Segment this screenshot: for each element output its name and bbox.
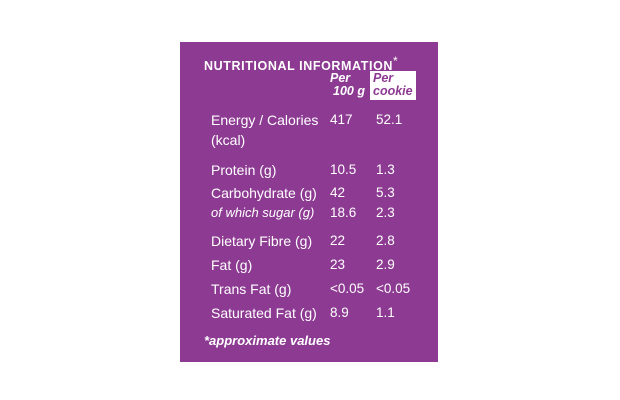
row-label: of which sugar (g) [211,205,315,220]
value-per-cookie: 2.9 [376,257,395,272]
column-header: Per 100 g [330,72,365,98]
column-header-line: cookie [373,84,413,98]
row-label: Trans Fat (g) [211,281,292,297]
value-per-100g: 10.5 [330,162,357,177]
value-per-100g: 22 [330,233,346,248]
column-header-line: Per [373,71,394,85]
value-per-cookie: 52.1 [376,112,403,127]
value-per-cookie: 5.3 [376,185,395,200]
row-label: Saturated Fat (g) [211,305,317,321]
value-per-cookie: <0.05 [376,281,411,296]
column-header-line: 100 g [333,84,365,98]
title: NUTRITIONAL INFORMATION* [204,54,398,73]
value-per-cookie: 1.1 [376,305,395,320]
value-per-100g: 42 [330,185,346,200]
title-text: NUTRITIONAL INFORMATION [204,59,394,74]
nutrition-panel: NUTRITIONAL INFORMATION* *approximate va… [180,42,438,362]
value-per-100g: 23 [330,257,346,272]
value-per-100g: <0.05 [330,281,365,296]
value-per-cookie: 1.3 [376,162,395,177]
row-label: Carbohydrate (g) [211,185,317,201]
value-per-100g: 18.6 [330,205,357,220]
row-label: Fat (g) [211,257,253,273]
value-per-cookie: 2.8 [376,233,395,248]
column-header-line: Per [330,71,351,85]
row-label: Protein (g) [211,162,277,178]
column-header: Per cookie [370,71,416,100]
footnote: *approximate values [204,333,331,348]
title-mark: * [393,54,399,68]
value-per-cookie: 2.3 [376,205,395,220]
row-label: Energy / Calories (kcal) [211,112,319,148]
value-per-100g: 8.9 [330,305,349,320]
row-label: Dietary Fibre (g) [211,233,313,249]
value-per-100g: 417 [330,112,353,127]
